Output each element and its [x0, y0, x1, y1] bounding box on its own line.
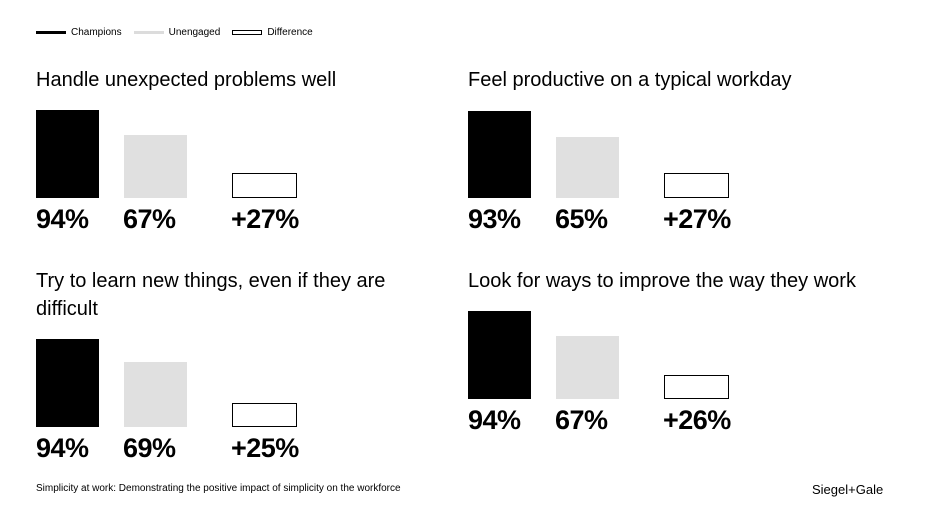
value-label-unengaged: 67%	[555, 405, 608, 435]
panel-title: Try to learn new things, even if they ar…	[36, 270, 386, 320]
value-label-unengaged: 69%	[123, 433, 176, 463]
legend-item-difference: Difference	[232, 26, 313, 38]
bar-champions	[36, 110, 99, 198]
value-label-difference: +26%	[663, 405, 731, 435]
chart-legend: Champions Unengaged Difference	[36, 25, 325, 39]
panel-title: Look for ways to improve the way they wo…	[468, 270, 856, 292]
bar-difference	[664, 375, 729, 399]
value-label-champions: 94%	[468, 405, 521, 435]
chart-panel-learn: Try to learn new things, even if they ar…	[36, 267, 476, 467]
footer-caption: Simplicity at work: Demonstrating the po…	[36, 483, 401, 494]
bar-difference	[664, 173, 729, 198]
legend-swatch-champions	[36, 30, 66, 34]
panel-title: Handle unexpected problems well	[36, 69, 337, 91]
legend-item-champions: Champions	[36, 27, 122, 38]
value-label-difference: +25%	[231, 433, 299, 463]
legend-label-champions: Champions	[71, 26, 122, 38]
value-label-difference: +27%	[663, 204, 731, 234]
legend-swatch-difference	[232, 29, 263, 35]
value-label-champions: 94%	[36, 204, 89, 234]
value-label-difference: +27%	[231, 204, 299, 234]
legend-label-unengaged: Unengaged	[168, 26, 221, 38]
value-label-champions: 93%	[468, 204, 521, 234]
legend-label-difference: Difference	[267, 26, 313, 38]
chart-panel-problems: Handle unexpected problems well 94% 67% …	[36, 66, 476, 266]
bar-unengaged	[124, 362, 187, 427]
value-label-unengaged: 67%	[123, 204, 176, 234]
bar-champions	[468, 311, 531, 399]
value-label-champions: 94%	[36, 433, 89, 463]
brand-logo: Siegel+Gale	[812, 482, 884, 497]
chart-panel-productive: Feel productive on a typical workday 93%…	[468, 66, 908, 266]
bar-unengaged	[124, 135, 187, 198]
panel-title: Feel productive on a typical workday	[468, 69, 792, 91]
bar-difference	[232, 403, 297, 427]
bar-champions	[36, 339, 99, 427]
bar-unengaged	[556, 336, 619, 399]
bar-champions	[468, 111, 531, 198]
value-label-unengaged: 65%	[555, 204, 608, 234]
chart-panel-improve: Look for ways to improve the way they wo…	[468, 267, 908, 467]
legend-item-unengaged: Unengaged	[133, 26, 221, 38]
bar-difference	[232, 173, 297, 198]
legend-swatch-unengaged	[133, 30, 164, 34]
bar-unengaged	[556, 137, 619, 198]
